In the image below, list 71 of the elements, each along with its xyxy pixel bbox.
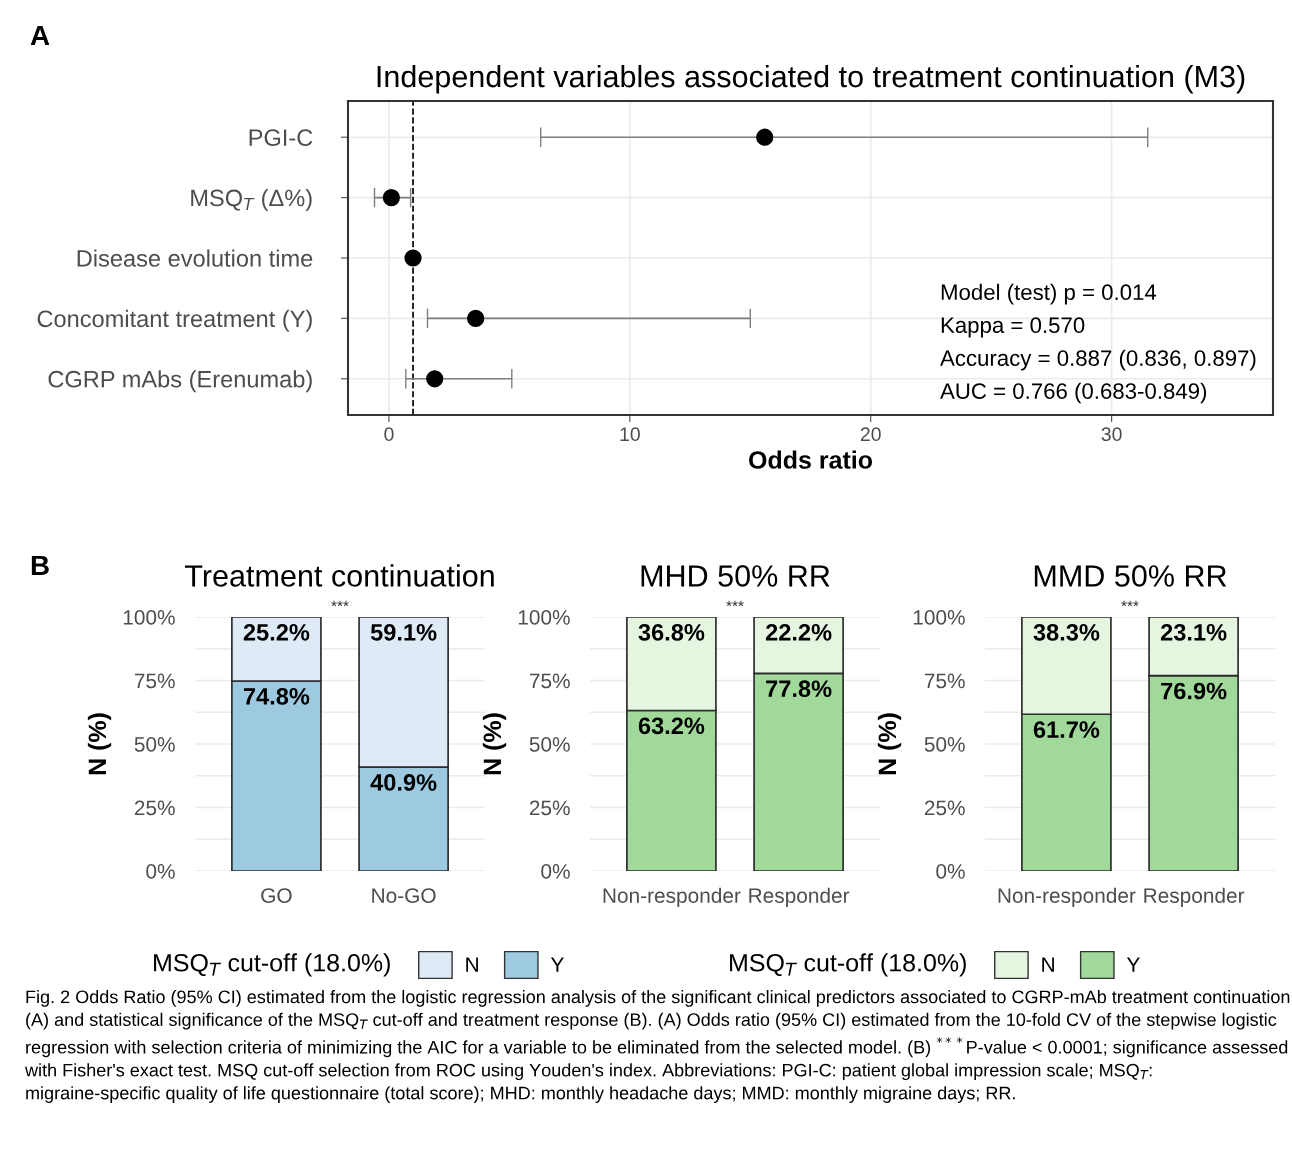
- x-tick-label: No-GO: [372, 888, 436, 903]
- y-tick-label: 50%: [924, 737, 965, 752]
- y-tick-label: 25%: [134, 800, 175, 816]
- data-label: 36.8%: [638, 623, 705, 641]
- legend-title: MSQ$_{T}$ cut-off (18.0%): [154, 953, 390, 977]
- annotation: Model (test) p = 0.014: [941, 283, 1157, 305]
- y-tick-label: 0%: [146, 864, 175, 879]
- point: [426, 370, 444, 388]
- chart-title: MHD 50% RR: [641, 565, 830, 587]
- y-tick-label: 75%: [529, 673, 570, 689]
- text: A: [30, 25, 50, 45]
- data-label: 77.8%: [766, 680, 832, 698]
- text: Fig. 2 Odds Ratio (95% CI) estimated from the logistic regression analysis of the significant clinical predictors associated to CGRP-mAb treatment continuation (A) and statistical significance of the MSQ$_{T}$ cut-off and treatment response (B). (A) Odds ratio (95% CI) estimated from the 10-fold CV of the stepwise logistic regression with selection criteria of minimizing the AIC for a variable to be eliminated from the selected model. (B) $^{***}$P-value < 0.0001; significance assessed with Fisher's exact test. MSQ cut-off selection from ROC using Youden's index. Abbreviations: PGI-C: patient global impression scale; MSQ$_{T}$: migraine-specific quality of life questionnaire (total score); MHD: monthly headache days; MMD: monthly migraine days; RR.: [24, 990, 1290, 1103]
- x-tick-label: 30: [1101, 427, 1122, 442]
- point: [467, 309, 485, 327]
- y-tick-label: 100%: [123, 610, 175, 625]
- y-tick-label: Concomitant treatment (Y): [37, 309, 312, 332]
- data-label: 38.3%: [1033, 623, 1100, 641]
- x-tick-label: Responder: [749, 887, 850, 908]
- y-tick-label: 50%: [529, 737, 570, 752]
- annotation: AUC = 0.766 (0.683-0.849): [940, 382, 1207, 404]
- x-tick-label: 20: [860, 427, 881, 442]
- y-tick-label: 50%: [134, 737, 175, 752]
- y-tick-label: 0%: [936, 864, 965, 879]
- legend-title: MSQ$_{T}$ cut-off (18.0%): [730, 953, 966, 977]
- x-tick-label: 0: [384, 427, 394, 442]
- text: ***: [726, 600, 744, 607]
- data-label: 61.7%: [1033, 721, 1100, 738]
- y-axis-title: N (%): [877, 713, 902, 775]
- legend-label: Y: [550, 957, 564, 972]
- point: [404, 249, 422, 267]
- x-tick-label: GO: [261, 888, 292, 903]
- annotation: Kappa = 0.570: [941, 317, 1085, 338]
- x-tick-label: Non-responder: [603, 887, 741, 908]
- data-label: 63.2%: [638, 717, 705, 735]
- x-tick-label: Non-responder: [998, 887, 1136, 908]
- data-label: 23.1%: [1160, 623, 1227, 641]
- data-label: 76.9%: [1161, 682, 1227, 700]
- y-tick-label: 100%: [913, 610, 965, 625]
- x-tick-label: 10: [620, 427, 640, 442]
- x-axis-title: Odds ratio: [749, 450, 873, 469]
- legend-label: N: [466, 957, 478, 972]
- y-axis-title: N (%): [482, 713, 507, 775]
- data-label: 74.8%: [243, 687, 310, 705]
- y-tick-label: 100%: [518, 610, 570, 625]
- y-tick-label: 0%: [541, 864, 570, 879]
- chart-title: MMD 50% RR: [1034, 565, 1227, 587]
- data-label: 25.2%: [243, 623, 310, 641]
- chart-title: Independent variables associated to treatment continuation (M3): [377, 64, 1245, 94]
- y-tick-label: 75%: [134, 673, 175, 689]
- text: B: [31, 555, 49, 575]
- point: [756, 128, 774, 146]
- y-tick-label: 25%: [529, 800, 570, 816]
- legend-label: N: [1042, 957, 1054, 972]
- y-tick-label: 25%: [924, 800, 965, 816]
- chart-title: Treatment continuation: [185, 564, 494, 587]
- y-tick-label: Disease evolution time: [77, 249, 313, 267]
- y-tick-label: 75%: [924, 673, 965, 689]
- text: ***: [1121, 600, 1139, 607]
- y-tick-label: CGRP mAbs (Erenumab): [48, 370, 312, 393]
- y-tick-label: MSQ$_{T}$ (Δ%): [191, 189, 312, 211]
- y-axis-title: N (%): [87, 713, 112, 775]
- data-label: 22.2%: [765, 623, 832, 641]
- legend-label: Y: [1126, 957, 1140, 972]
- x-tick-label: Responder: [1144, 887, 1245, 908]
- y-tick-label: PGI-C: [249, 129, 313, 147]
- data-label: 59.1%: [370, 623, 437, 641]
- annotation: Accuracy = 0.887 (0.836, 0.897): [940, 349, 1256, 371]
- data-label: 40.9%: [370, 774, 437, 791]
- point: [382, 189, 400, 207]
- text: ***: [331, 600, 349, 607]
